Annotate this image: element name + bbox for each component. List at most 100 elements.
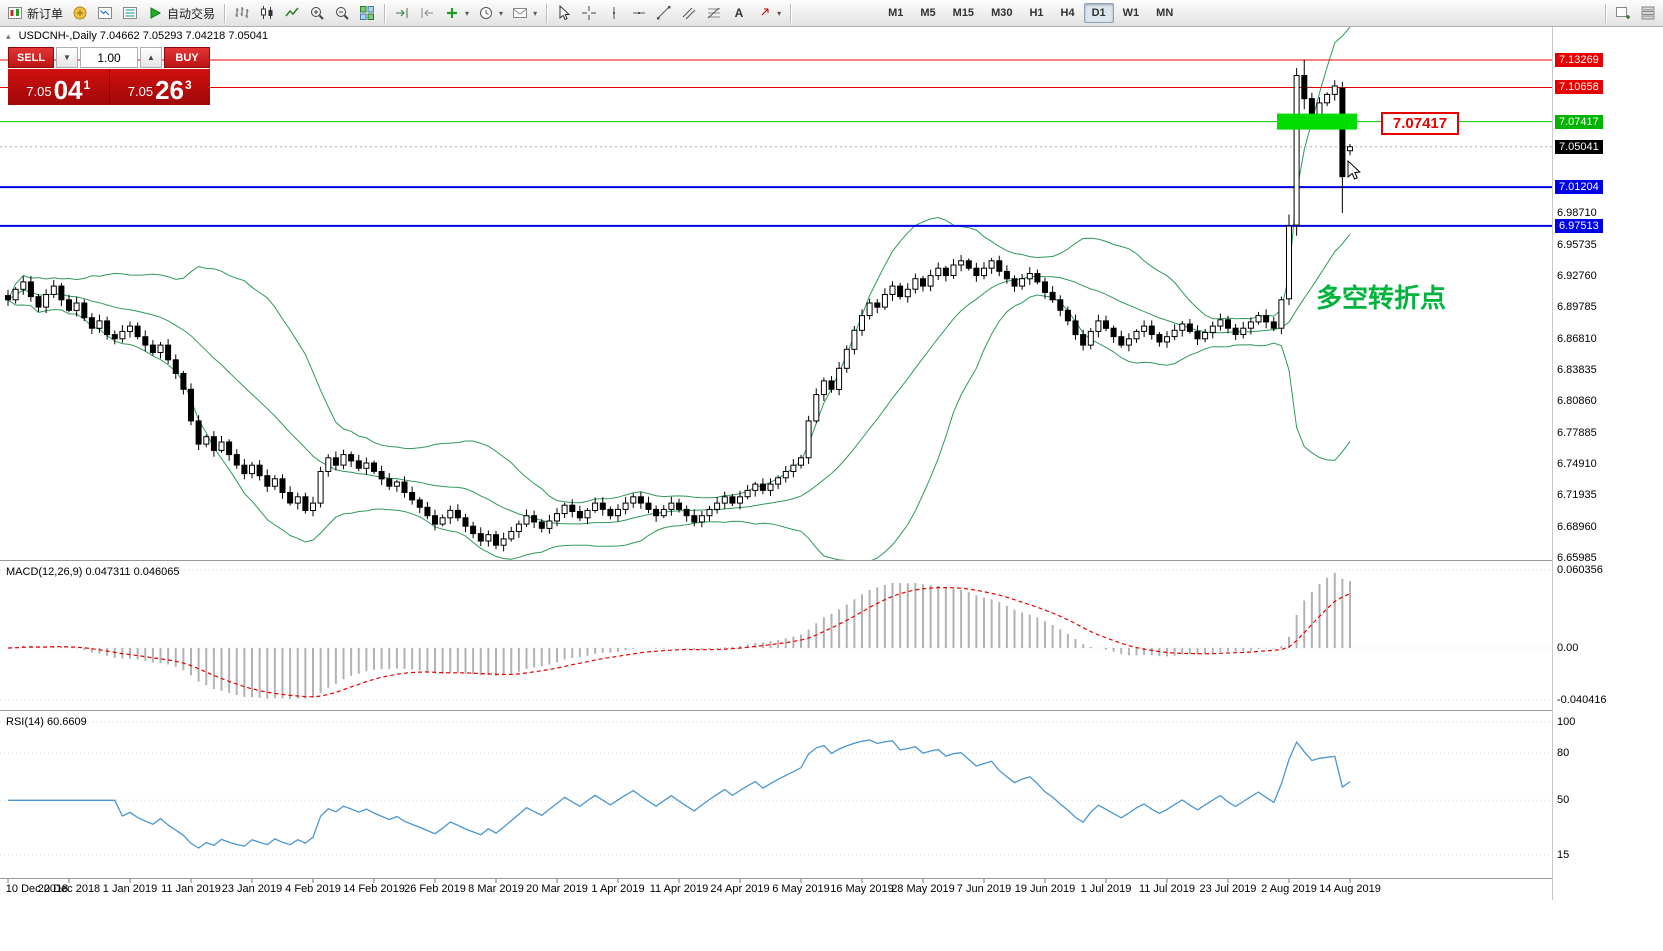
date-label: 14 Feb 2019 [343, 883, 405, 895]
auto-trading-button[interactable]: 自动交易 [143, 2, 219, 24]
panel-splitter [0, 878, 1663, 879]
date-label: 24 Apr 2019 [710, 883, 770, 895]
timeframe-button-m1[interactable]: M1 [880, 3, 911, 23]
order-ticket-icon [8, 7, 22, 19]
price-axis[interactable]: 7.13269 7.10658 7.07417 7.05041 7.01204 6.987… [1553, 27, 1663, 900]
volume-decrease-button[interactable]: ▼ [56, 47, 78, 68]
price-axis-label: 6.68960 [1557, 521, 1597, 533]
timeframe-button-h1[interactable]: H1 [1021, 3, 1051, 23]
rsi-axis-label: 15 [1557, 849, 1570, 861]
channel-icon [682, 7, 696, 20]
fibonacci-icon [707, 7, 721, 19]
sell-button[interactable]: SELL [8, 47, 54, 68]
candlestick-chart-button[interactable] [255, 2, 279, 24]
rsi-panel[interactable] [0, 721, 1552, 856]
channel-tool-button[interactable] [677, 2, 701, 24]
line-chart-button[interactable] [280, 2, 304, 24]
arrows-tool-button[interactable]: ▾ [752, 2, 785, 24]
sell-price-prefix: 7.05 [26, 84, 52, 99]
chart-shift-button[interactable] [415, 2, 439, 24]
timeframe-button-h4[interactable]: H4 [1053, 3, 1083, 23]
navigator-button[interactable] [118, 2, 142, 24]
date-label: 14 Aug 2019 [1319, 883, 1381, 895]
trendline-tool-button[interactable] [652, 2, 676, 24]
periods-button[interactable]: ▾ [474, 2, 507, 24]
play-icon [150, 7, 162, 19]
market-watch-button[interactable] [68, 2, 92, 24]
date-label: 11 Jan 2019 [161, 883, 221, 895]
new-chart-button[interactable] [1611, 2, 1635, 24]
price-axis-label: 6.65985 [1557, 552, 1597, 564]
timeframe-button-w1[interactable]: W1 [1115, 3, 1148, 23]
date-label: 1 Apr 2019 [591, 883, 645, 895]
sell-price-big: 04 [53, 75, 83, 105]
date-label: 6 May 2019 [772, 883, 830, 895]
svg-text:A: A [735, 6, 744, 20]
price-axis-label: 6.83835 [1557, 364, 1597, 376]
date-label: 19 Jun 2019 [1014, 883, 1076, 895]
rsi-line [8, 739, 1351, 849]
buy-quote[interactable]: 7.05 26 3 [110, 69, 211, 105]
sell-quote[interactable]: 7.05 04 1 [8, 69, 110, 105]
main-price-panel[interactable] [0, 27, 1552, 562]
chart-canvas[interactable] [0, 27, 1552, 900]
timeframe-button-m15[interactable]: M15 [945, 3, 982, 23]
timeframe-button-mn[interactable]: MN [1148, 3, 1181, 23]
fibonacci-tool-button[interactable] [702, 2, 726, 24]
data-window-button[interactable] [93, 2, 117, 24]
panel-splitter[interactable] [0, 710, 1663, 711]
date-label: 23 Jul 2019 [1199, 883, 1257, 895]
template-icon [513, 8, 528, 18]
one-click-trading-panel: SELL ▼ 1.00 ▲ BUY 7.05 04 1 7.05 26 3 [8, 47, 210, 105]
bar-chart-button[interactable] [230, 2, 254, 24]
bollinger-band-line [7, 294, 1351, 560]
chart-window[interactable]: 7.13269 7.10658 7.07417 7.05041 7.01204 6.987… [0, 27, 1663, 951]
macd-panel[interactable] [0, 569, 1552, 701]
volume-increase-button[interactable]: ▲ [140, 47, 162, 68]
new-order-button[interactable]: 新订单 [3, 2, 67, 24]
mouse-cursor [1347, 159, 1361, 180]
bollinger-band-line [7, 27, 1351, 504]
panel-splitter[interactable] [0, 560, 1663, 561]
cursor-tool-button[interactable] [552, 2, 576, 24]
vertical-line-icon [613, 7, 616, 19]
timeframe-button-d1[interactable]: D1 [1083, 3, 1114, 23]
price-axis-label: 6.71935 [1557, 489, 1597, 501]
date-label: 8 Mar 2019 [468, 883, 524, 895]
date-label: 20 Mar 2019 [526, 883, 588, 895]
indicators-button[interactable]: ▾ [440, 2, 473, 24]
crosshair-tool-button[interactable] [577, 2, 601, 24]
tile-windows-button[interactable] [355, 2, 379, 24]
line-chart-icon [285, 7, 299, 17]
timeframe-toolbar: M1 M5 M15 M30 H1 H4 D1 W1 MN [880, 3, 1181, 23]
date-label: 11 Jul 2019 [1138, 883, 1196, 895]
navigator-icon [123, 7, 138, 19]
chart-text-annotation[interactable]: 多空转折点 [1316, 283, 1447, 313]
bar-chart-icon [235, 7, 249, 18]
date-label: 10 Dec 2018 [5, 883, 69, 895]
new-chart-icon [1616, 7, 1630, 19]
window-list-button[interactable] [1636, 2, 1660, 24]
toolbar-separator [546, 3, 548, 23]
price-axis-label: 6.92760 [1557, 270, 1597, 282]
toolbar-separator [384, 3, 386, 23]
buy-button[interactable]: BUY [164, 47, 210, 68]
horizontal-line-tool-button[interactable] [627, 2, 651, 24]
collapse-trade-panel-icon[interactable]: ▴ [6, 31, 11, 41]
templates-button[interactable]: ▾ [508, 2, 541, 24]
zoom-in-button[interactable] [305, 2, 329, 24]
zoom-out-button[interactable] [330, 2, 354, 24]
vertical-line-tool-button[interactable] [602, 2, 626, 24]
date-label: 26 Feb 2019 [404, 883, 466, 895]
timeframe-button-m5[interactable]: M5 [912, 3, 943, 23]
crosshair-icon [582, 6, 597, 20]
highlight-price-box[interactable] [1277, 113, 1357, 130]
timeframe-button-m30[interactable]: M30 [983, 3, 1020, 23]
auto-trading-label: 自动交易 [167, 6, 216, 21]
price-callout-box[interactable]: 7.07417 [1381, 112, 1459, 135]
candlestick-series [5, 60, 1353, 552]
toolbar-separator [1605, 3, 1606, 23]
volume-input[interactable]: 1.00 [80, 47, 138, 68]
text-tool-button[interactable]: A [727, 2, 751, 24]
auto-scroll-button[interactable] [390, 2, 414, 24]
